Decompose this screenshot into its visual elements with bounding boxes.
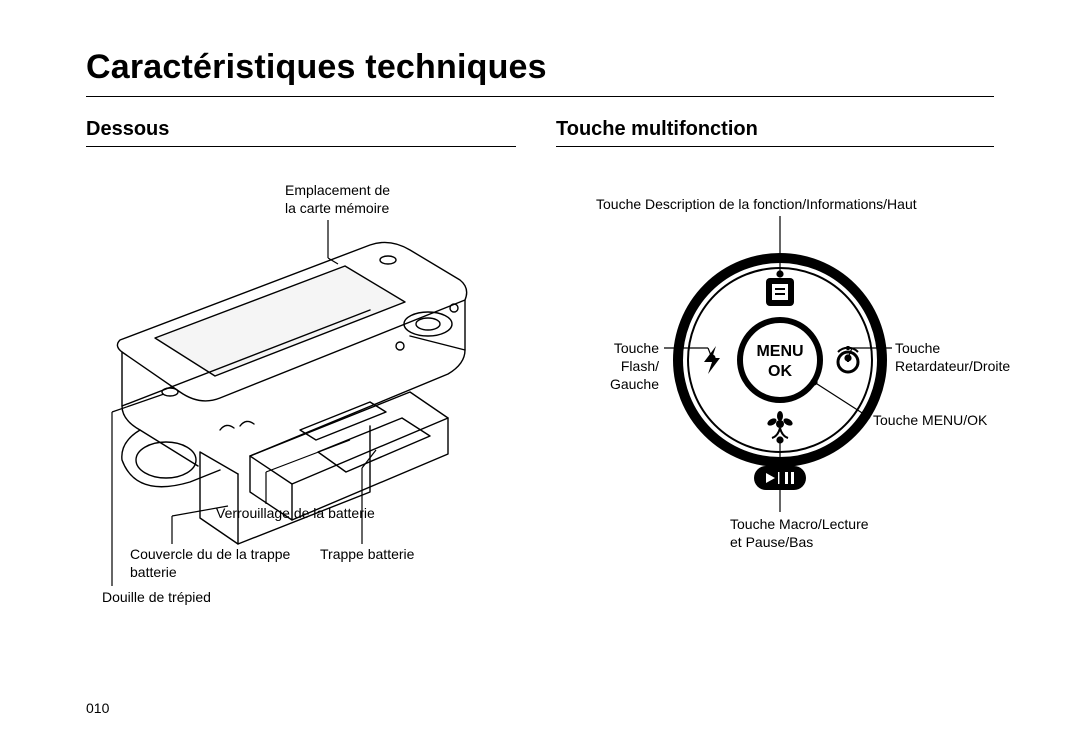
page-number: 010 — [86, 700, 109, 716]
menu-text: MENU — [756, 343, 803, 360]
title-rule — [86, 96, 994, 97]
sub-rule-left — [86, 146, 516, 147]
page-title: Caractéristiques techniques — [86, 48, 547, 87]
page: Caractéristiques techniques Dessous Touc… — [0, 0, 1080, 746]
subheading-dessous: Dessous — [86, 118, 169, 141]
info-icon — [766, 278, 794, 306]
subheading-multifonction: Touche multifonction — [556, 118, 758, 141]
ok-text: OK — [768, 363, 792, 380]
camera-bottom-diagram — [50, 160, 570, 680]
multifunction-dial-diagram: MENU OK — [580, 180, 1000, 600]
sub-rule-right — [556, 146, 994, 147]
